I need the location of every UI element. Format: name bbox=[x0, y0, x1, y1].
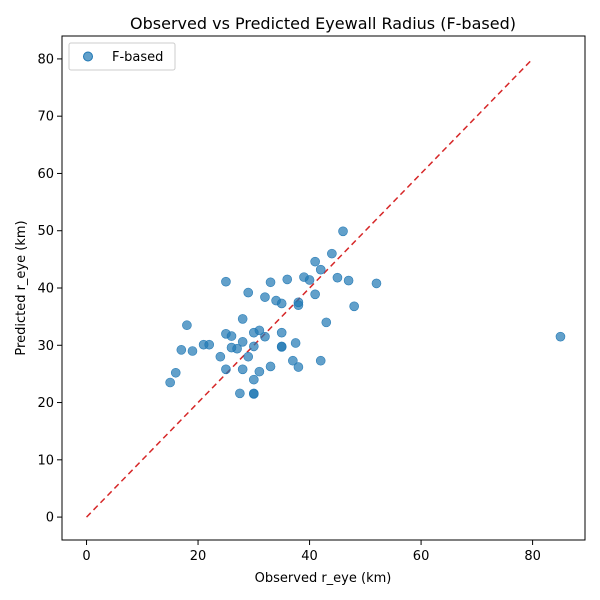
x-tick-label: 20 bbox=[190, 549, 207, 564]
data-point bbox=[293, 300, 304, 310]
data-point bbox=[235, 388, 245, 399]
data-point bbox=[243, 351, 254, 362]
data-point bbox=[170, 367, 181, 378]
data-point bbox=[282, 274, 293, 285]
y-axis-ticks: 0 10 20 30 40 50 60 70 80 bbox=[37, 52, 62, 526]
data-point bbox=[276, 327, 287, 338]
data-point bbox=[249, 374, 259, 385]
x-tick-label: 80 bbox=[524, 549, 541, 564]
y-tick-label: 70 bbox=[37, 110, 54, 125]
scatter-points bbox=[165, 226, 566, 399]
y-tick-label: 10 bbox=[37, 453, 54, 468]
data-point bbox=[260, 292, 270, 302]
x-tick-label: 40 bbox=[301, 549, 318, 564]
legend-box bbox=[68, 42, 176, 71]
y-tick-label: 60 bbox=[37, 167, 54, 182]
data-point bbox=[204, 339, 214, 350]
data-point bbox=[249, 341, 259, 352]
data-point bbox=[243, 287, 254, 298]
y-tick-label: 20 bbox=[37, 396, 54, 411]
legend-label: F-based bbox=[112, 50, 163, 65]
plot-area bbox=[61, 35, 586, 541]
data-point bbox=[276, 342, 287, 352]
data-point bbox=[187, 346, 198, 356]
data-point bbox=[310, 289, 320, 300]
data-point bbox=[237, 314, 248, 324]
y-tick-label: 40 bbox=[37, 282, 54, 297]
data-point bbox=[215, 351, 226, 362]
data-point bbox=[332, 272, 343, 283]
reference-line bbox=[85, 58, 534, 518]
data-point bbox=[327, 248, 337, 259]
data-point bbox=[371, 278, 382, 289]
x-tick-label: 0 bbox=[82, 549, 90, 564]
chart-title: Observed vs Predicted Eyewall Radius (F-… bbox=[130, 14, 516, 33]
data-point bbox=[276, 298, 287, 309]
x-axis-label: Observed r_eye (km) bbox=[255, 571, 392, 586]
data-point bbox=[310, 256, 320, 267]
data-point bbox=[249, 389, 259, 399]
data-point bbox=[232, 343, 242, 354]
data-point bbox=[288, 355, 298, 366]
data-point bbox=[221, 276, 231, 287]
data-point bbox=[221, 364, 231, 375]
data-point bbox=[176, 345, 187, 355]
x-axis-ticks: 0 20 40 60 80 bbox=[82, 540, 541, 564]
y-tick-label: 50 bbox=[37, 224, 54, 239]
data-point bbox=[304, 275, 315, 285]
y-tick-label: 80 bbox=[37, 52, 54, 67]
data-point bbox=[254, 366, 265, 377]
data-point bbox=[349, 301, 359, 312]
data-point bbox=[315, 355, 326, 366]
data-point bbox=[343, 275, 354, 286]
x-tick-label: 60 bbox=[413, 549, 430, 564]
data-point bbox=[237, 337, 248, 347]
data-point bbox=[315, 264, 326, 275]
data-point bbox=[254, 325, 265, 336]
data-point bbox=[338, 226, 348, 237]
legend-marker bbox=[83, 51, 93, 62]
data-point bbox=[265, 361, 276, 372]
data-point bbox=[165, 377, 175, 388]
data-point bbox=[265, 277, 276, 288]
plot-frame bbox=[61, 35, 586, 541]
y-tick-label: 30 bbox=[37, 339, 54, 354]
data-point bbox=[555, 331, 566, 342]
data-point bbox=[237, 364, 248, 375]
data-point bbox=[226, 331, 237, 341]
y-axis-label: Predicted r_eye (km) bbox=[14, 220, 29, 355]
data-point bbox=[260, 331, 270, 342]
data-point bbox=[182, 320, 192, 331]
legend: F-based bbox=[68, 42, 176, 71]
data-point bbox=[293, 362, 304, 372]
y-tick-label: 0 bbox=[46, 511, 54, 526]
data-point bbox=[290, 338, 301, 348]
data-point bbox=[321, 317, 332, 328]
